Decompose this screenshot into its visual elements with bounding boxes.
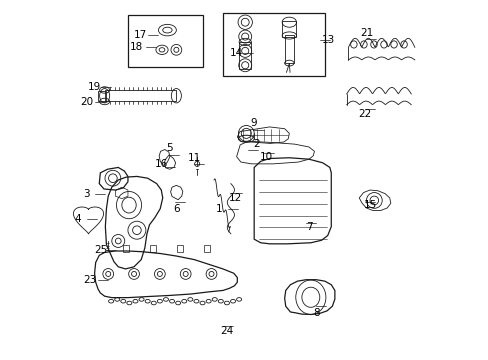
Text: 9: 9 <box>250 118 256 128</box>
Text: 3: 3 <box>83 189 90 199</box>
Bar <box>282 22 296 37</box>
Text: 22: 22 <box>357 109 370 119</box>
Bar <box>239 42 251 69</box>
Text: 25: 25 <box>94 245 107 255</box>
Bar <box>104 90 176 102</box>
Bar <box>98 91 106 101</box>
Text: 15: 15 <box>363 200 376 210</box>
Bar <box>128 15 203 67</box>
Bar <box>223 13 325 76</box>
Text: 7: 7 <box>305 222 312 231</box>
Text: 20: 20 <box>80 97 93 107</box>
Bar <box>177 245 183 252</box>
Bar <box>203 245 209 252</box>
Text: 5: 5 <box>165 143 172 153</box>
Text: 24: 24 <box>220 325 233 336</box>
Text: 6: 6 <box>173 204 179 214</box>
Text: 14: 14 <box>229 48 243 58</box>
Text: 11: 11 <box>187 153 201 163</box>
Bar <box>123 245 129 252</box>
Text: 23: 23 <box>83 275 96 285</box>
Bar <box>150 245 156 252</box>
Text: 2: 2 <box>253 139 260 149</box>
Text: 16: 16 <box>154 159 167 169</box>
Text: 21: 21 <box>359 28 372 38</box>
Text: 13: 13 <box>322 35 335 45</box>
Text: 17: 17 <box>134 30 147 40</box>
Bar <box>284 36 293 63</box>
Text: 8: 8 <box>312 308 319 318</box>
Text: 10: 10 <box>259 152 272 162</box>
Text: 12: 12 <box>228 193 242 203</box>
Text: 18: 18 <box>130 42 143 52</box>
Text: 4: 4 <box>74 215 81 224</box>
Text: 1: 1 <box>216 204 222 214</box>
Text: 19: 19 <box>88 82 101 92</box>
